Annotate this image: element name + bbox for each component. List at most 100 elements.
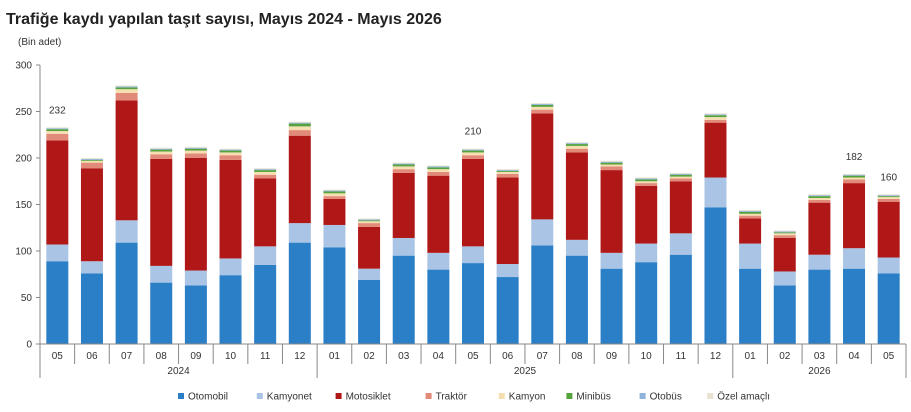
- bar-segment: [669, 173, 692, 175]
- bar-segment: [462, 148, 484, 150]
- bar-segment: [531, 104, 554, 107]
- legend-swatch: [639, 393, 646, 399]
- legend-label: Motosiklet: [346, 392, 391, 403]
- bar-segment: [427, 165, 450, 167]
- bar-segment: [843, 179, 866, 184]
- bar-segment: [635, 181, 658, 184]
- bar-segment: [531, 109, 554, 114]
- y-tick-label: 100: [15, 247, 32, 258]
- bar-segment: [877, 195, 900, 197]
- x-tick-label: 07: [121, 351, 133, 362]
- bar-segment: [843, 175, 866, 178]
- bar-segment: [427, 169, 450, 172]
- bar-segment: [46, 140, 69, 245]
- bar-stack: [773, 230, 796, 344]
- bar-segment: [288, 223, 311, 243]
- bar-segment: [739, 211, 762, 212]
- bar-segment: [427, 269, 450, 344]
- bar-segment: [219, 159, 242, 259]
- x-tick-label: 06: [502, 351, 514, 362]
- x-tick-label: 11: [260, 351, 271, 362]
- legend-item: Kamyon: [498, 392, 545, 403]
- bar-segment: [323, 193, 346, 197]
- bar-segment: [323, 247, 346, 344]
- bar-segment: [773, 237, 796, 272]
- bar-segment: [877, 257, 900, 274]
- bar-segment: [531, 113, 554, 220]
- bar-segment: [565, 145, 588, 149]
- bar-segment: [358, 220, 381, 222]
- bar-segment: [358, 221, 381, 224]
- bar-segment: [288, 126, 311, 131]
- bar-segment: [739, 218, 762, 244]
- y-tick-label: 0: [26, 340, 32, 351]
- bar-stack: [46, 127, 69, 344]
- bar-segment: [150, 158, 173, 266]
- x-tick-label: 03: [814, 351, 826, 362]
- bar-segment: [739, 213, 762, 216]
- bar-stack: [635, 177, 658, 344]
- bar-segment: [808, 254, 831, 270]
- bar-segment: [323, 198, 346, 225]
- x-tick-label: 12: [710, 351, 722, 362]
- bar-segment: [392, 169, 415, 173]
- bar-segment: [600, 166, 623, 171]
- bar-stack: [600, 160, 623, 344]
- bar-segment: [323, 196, 346, 199]
- bar-segment: [184, 285, 207, 344]
- bar-segment: [773, 233, 796, 236]
- bar-segment: [565, 148, 588, 153]
- bar-segment: [150, 265, 173, 283]
- bar-segment: [739, 211, 762, 214]
- bar-segment: [773, 231, 796, 233]
- bar-segment: [115, 242, 138, 344]
- bar-segment: [600, 161, 623, 163]
- bar-segment: [462, 263, 484, 344]
- bar-segment: [323, 190, 346, 192]
- bar-segment: [462, 152, 484, 156]
- x-tick-label: 02: [364, 351, 376, 362]
- bar-segment: [565, 239, 588, 256]
- y-tick-label: 50: [21, 293, 33, 304]
- bar-stack: [254, 168, 277, 344]
- bar-segment: [600, 268, 623, 344]
- bar-segment: [392, 164, 415, 167]
- x-tick-label: 12: [294, 351, 306, 362]
- x-tick-label: 04: [433, 351, 445, 362]
- x-tick-label: 05: [467, 351, 479, 362]
- x-tick-label: 10: [641, 351, 653, 362]
- bar-segment: [773, 271, 796, 286]
- bar-segment: [288, 122, 311, 124]
- legend-swatch: [335, 393, 342, 399]
- year-label: 2025: [514, 366, 537, 377]
- bar-segment: [80, 162, 103, 169]
- bar-segment: [323, 191, 346, 194]
- bar-stack: [739, 210, 762, 344]
- bar-segment: [600, 162, 623, 165]
- bars: [46, 85, 900, 344]
- x-tick-label: 09: [606, 351, 618, 362]
- legend-item: Kamyonet: [256, 392, 312, 403]
- legend-label: Minibüs: [576, 392, 610, 403]
- bar-segment: [80, 158, 103, 160]
- bar-segment: [496, 264, 519, 278]
- year-label: 2024: [167, 366, 190, 377]
- bar-segment: [635, 262, 658, 344]
- bar-segment: [565, 143, 588, 145]
- bar-segment: [427, 166, 450, 168]
- bar-segment: [635, 243, 658, 263]
- bar-segment: [669, 174, 692, 177]
- bar-segment: [739, 243, 762, 269]
- legend-item: Motosiklet: [335, 392, 391, 403]
- legend-item: Özel amaçlı: [707, 391, 770, 403]
- bar-segment: [184, 150, 207, 154]
- bar-segment: [704, 115, 727, 118]
- bar-stack: [808, 194, 831, 344]
- bar-segment: [115, 89, 138, 93]
- bar-segment: [184, 153, 207, 158]
- y-tick-label: 300: [15, 61, 32, 72]
- bar-segment: [150, 148, 173, 150]
- data-label: 182: [846, 152, 863, 163]
- bar-segment: [358, 219, 381, 221]
- x-tick-label: 08: [571, 351, 583, 362]
